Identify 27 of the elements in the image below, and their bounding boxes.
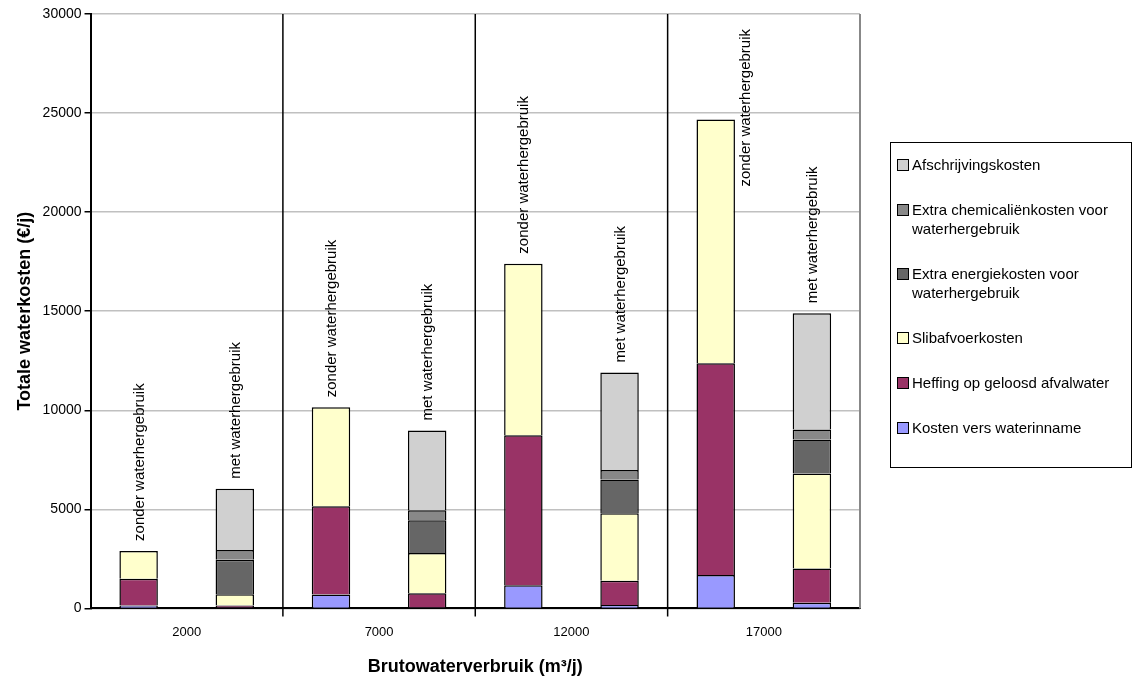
text: 17000 [745,624,782,640]
x-axis-title: Brutowaterverbruik (m³/j) [367,656,583,677]
text: 2000 [172,624,202,640]
legend-label: Kosten vers waterinname [912,418,1082,437]
x-tick-label: zonder waterhergebruik [129,382,147,541]
legend-label: Afschrijvingskosten [912,155,1041,174]
legend-label: Heffing op geloosd afvalwater [912,373,1110,392]
legend-label: Extra energiekosten voor waterhergebruik [912,264,1080,302]
y-tick-label: 10000 [42,401,82,418]
y-tick-label: 15000 [42,302,82,319]
y-tick-label: 20000 [42,202,82,219]
text: 7000 [364,624,394,640]
y-tick-label: 5000 [50,500,82,517]
x-tick-label: zonder waterhergebruik [321,239,339,398]
y-tick-label: 25000 [42,103,82,120]
y-tick-label: 30000 [42,4,82,21]
legend-label: Extra chemicaliënkosten voor waterhergebruik [912,200,1109,238]
legend-label: Slibafvoerkosten [912,328,1023,347]
x-tick-label: met waterhergebruik [225,341,243,479]
y-axis-title: Totale waterkosten (€/j) [13,211,34,411]
x-tick-label: met waterhergebruik [802,165,820,304]
x-tick-label: zonder waterhergebruik [735,28,753,187]
x-tick-label: zonder waterhergebruik [514,95,532,254]
x-tick-label: met waterhergebruik [418,283,436,421]
text: 12000 [553,624,590,640]
x-tick-label: met waterhergebruik [610,225,628,363]
y-tick-label: 0 [73,599,82,616]
